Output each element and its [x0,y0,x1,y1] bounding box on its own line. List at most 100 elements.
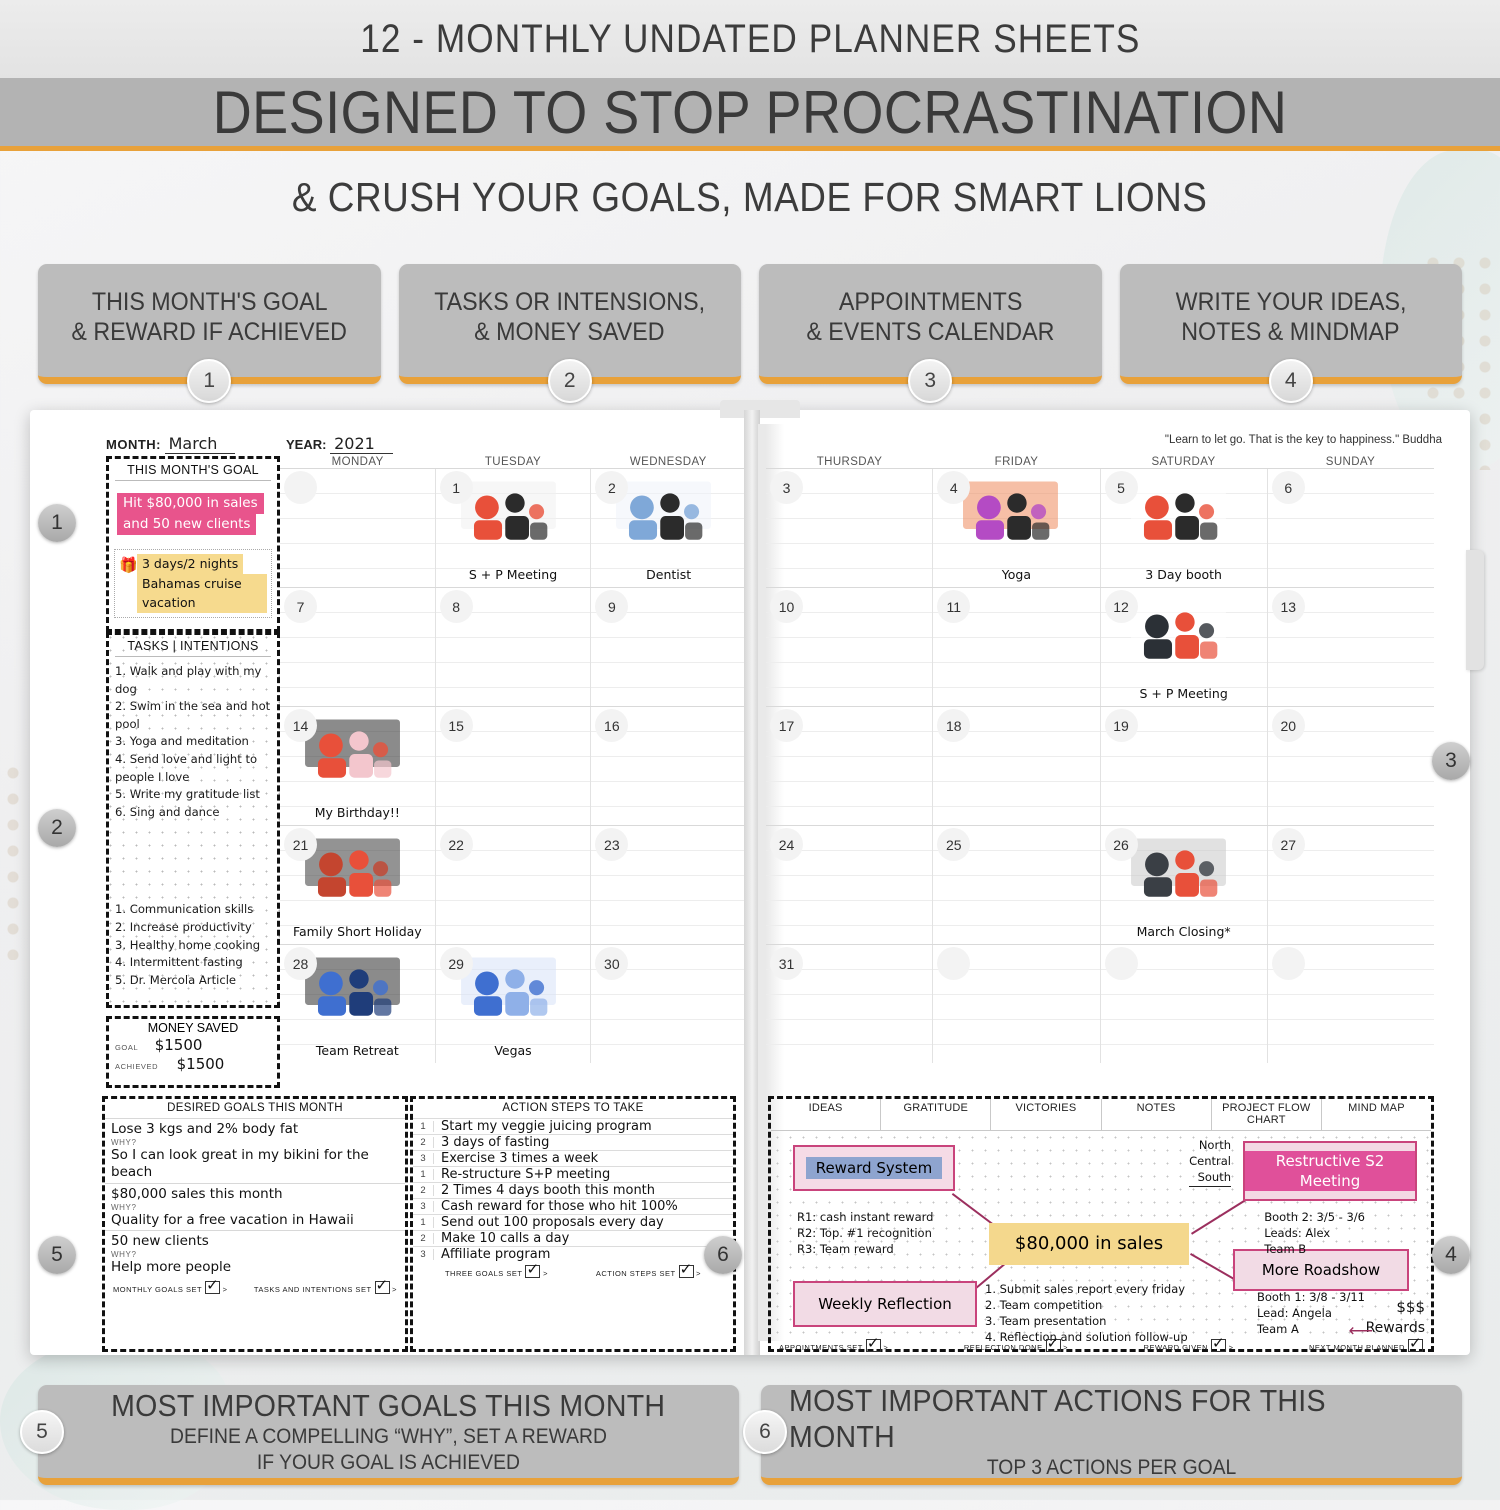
action-step-row[interactable]: 2 3 days of fasting [413,1134,733,1150]
checkbox-icon[interactable] [678,1260,694,1278]
calendar-day-cell[interactable] [1100,945,1268,1063]
calendar-day-cell[interactable]: 18 [933,707,1101,825]
checkbox-icon[interactable] [374,1276,390,1295]
mindmap-node-center-goal[interactable]: $80,000 in sales [989,1223,1189,1265]
checkbox-icon[interactable] [525,1260,541,1278]
tab-mind-map[interactable]: MIND MAP [1348,1102,1405,1114]
calendar-day-cell[interactable]: 14 My Birthday!! [280,707,436,825]
checkbox-icon[interactable] [1407,1334,1423,1352]
checkbox-icon[interactable] [865,1334,881,1352]
action-step-row[interactable]: 1 Re-structure S+P meeting [413,1166,733,1182]
day-header: SUNDAY [1325,456,1376,468]
calendar-day-cell[interactable]: 20 [1267,707,1434,825]
calendar-date-number: 23 [595,828,629,861]
family-illustration [286,832,419,908]
calendar-day-cell[interactable] [933,945,1101,1063]
action-step-row[interactable]: 3 Cash reward for those who hit 100% [413,1198,733,1214]
calendar-day-cell[interactable]: 5 3 Day booth [1100,469,1268,587]
calendar-date-number: 24 [770,828,803,861]
calendar-day-cell[interactable]: 28 Team Retreat [280,945,436,1063]
bottom-caption-5[interactable]: 5 MOST IMPORTANT GOALS THIS MONTH DEFINE… [20,1385,739,1485]
reward-given-check[interactable]: REWARD GIVEN > [1144,1334,1234,1352]
reflection-done-check[interactable]: REFLECTION DONE > [964,1334,1068,1352]
calendar-day-cell[interactable]: 29 Vegas [435,945,592,1063]
calendar-day-cell[interactable]: 12 S + P Meeting [1100,588,1268,706]
checkbox-icon[interactable] [1045,1334,1061,1352]
calendar-day-cell[interactable]: 15 [435,707,592,825]
feature-badge-2[interactable]: TASKS OR INTENSIONS, & MONEY SAVED 2 [398,264,741,403]
bottom-caption-6[interactable]: 6 MOST IMPORTANT ACTIONS FOR THIS MONTH … [743,1383,1462,1485]
mindmap-node-reward-system[interactable]: Reward System [793,1145,955,1191]
three-goals-set-check[interactable]: THREE GOALS SET > [445,1260,548,1278]
checkbox-icon[interactable] [1211,1334,1227,1352]
tab-ideas[interactable]: IDEAS [771,1099,882,1130]
feature-badge-3[interactable]: APPOINTMENTS & EVENTS CALENDAR 3 [759,264,1102,403]
mindmap-node-weekly-reflection[interactable]: Weekly Reflection [793,1281,977,1327]
calendar-event-label: Team Retreat [315,1043,399,1058]
calendar-day-cell[interactable]: 9 [591,588,747,706]
action-step-row[interactable]: 2 Make 10 calls a day [413,1230,733,1246]
this-months-goal-box[interactable]: THIS MONTH'S GOAL Hit $80,000 in sales a… [106,456,280,632]
restructive-label-2: Meeting [1245,1171,1415,1191]
action-step-row[interactable]: 2 2 Times 4 days booth this month [413,1182,733,1198]
calendar-week-row: 3 4 Yoga 5 3 Day booth 6 [766,468,1434,587]
action-step-row[interactable]: 1 Start my veggie juicing program [413,1118,733,1134]
calendar-day-cell[interactable]: 24 [766,826,934,944]
action-steps-box[interactable]: ACTION STEPS TO TAKE 1 Start my veggie ju… [410,1096,736,1352]
action-step-row[interactable]: 3 Affiliate program [413,1246,733,1262]
desired-goal-row[interactable]: 50 new clients WHY? Help more people [105,1230,405,1278]
calendar-day-cell[interactable]: 19 [1100,707,1268,825]
appointments-set-check[interactable]: APPOINTMENTS SET > [779,1334,888,1352]
calendar-day-cell[interactable]: 16 [591,707,747,825]
calendar-day-cell[interactable] [1267,945,1434,1063]
caption-number-5: 5 [20,1409,64,1454]
calendar-day-cell[interactable]: 30 [591,945,747,1063]
calendar-day-cell[interactable]: 25 [933,826,1101,944]
calendar-day-cell[interactable]: 17 [766,707,934,825]
action-step-row[interactable]: 1 Send out 100 proposals every day [413,1214,733,1230]
desired-goal-row[interactable]: $80,000 sales this month WHY? Quality for … [105,1182,405,1231]
center-item: 3. Team presentation [985,1314,1107,1329]
mindmap-node-restructive-meeting[interactable]: Restructive S2 Meeting [1243,1141,1417,1201]
tab-victories[interactable]: VICTORIES [991,1099,1102,1130]
calendar-day-cell[interactable]: 3 [766,469,934,587]
calendar-day-cell[interactable]: 31 [766,945,934,1063]
calendar-day-cell[interactable] [280,469,436,587]
calendar-day-cell[interactable]: 23 [591,826,747,944]
tab-project-flow-chart[interactable]: PROJECT FLOW CHART [1212,1099,1322,1130]
action-steps-set-check[interactable]: ACTION STEPS SET > [596,1260,701,1278]
desired-goals-box[interactable]: DESIRED GOALS THIS MONTH Lose 3 kgs and … [102,1096,408,1352]
calendar-date-number: 29 [439,947,473,980]
month-field[interactable]: MONTH: March [106,434,236,454]
money-saved-box[interactable]: MONEY SAVED GOAL $1500 ACHIEVED $1500 [106,1016,280,1088]
monthly-goals-set-check[interactable]: MONTHLY GOALS SET > [113,1276,228,1295]
calendar-day-cell[interactable]: 13 [1267,588,1434,706]
feature-badge-1[interactable]: THIS MONTH'S GOAL & REWARD IF ACHIEVED 1 [38,264,381,403]
next-month-planned-check[interactable]: NEXT MONTH PLANNED [1309,1334,1423,1352]
calendar-date-number: 13 [1271,590,1305,623]
calendar-day-cell[interactable]: 10 [766,588,934,706]
calendar-day-cell[interactable]: 2 Dentist [591,469,747,587]
calendar-day-cell[interactable]: 22 [435,826,592,944]
calendar-date-number: 18 [937,709,971,742]
tasks-intentions-box[interactable]: TASKS | INTENTIONS 1. Walk and play with… [106,632,280,1008]
desired-goal-row[interactable]: Lose 3 kgs and 2% body fat WHY? So I can l… [105,1118,405,1183]
calendar-day-cell[interactable]: 4 Yoga [933,469,1101,587]
feature-badge-4[interactable]: WRITE YOUR IDEAS, NOTES & MINDMAP 4 [1119,264,1462,403]
action-step-row[interactable]: 3 Exercise 3 times a week [413,1150,733,1166]
calendar-day-cell[interactable]: 6 [1267,469,1434,587]
calendar-day-cell[interactable]: 21 Family Short Holiday [280,826,436,944]
calendar-day-cell[interactable]: 8 [435,588,592,706]
checkbox-icon[interactable] [205,1276,221,1295]
tasks-intentions-set-check[interactable]: TASKS AND INTENTIONS SET > [254,1276,397,1295]
calendar-day-cell[interactable]: 27 [1267,826,1434,944]
calendar-day-cell[interactable]: 1 S + P Meeting [435,469,592,587]
calendar-day-cell[interactable]: 7 [280,588,436,706]
tab-notes[interactable]: NOTES [1102,1099,1212,1130]
calendar-day-cell[interactable]: 26 March Closing* [1100,826,1268,944]
mindmap-node-more-roadshow[interactable]: More Roadshow [1233,1249,1409,1291]
mindmap-box[interactable]: IDEAS GRATITUDE VICTORIES NOTES PROJECT … [768,1096,1434,1352]
calendar-day-cell[interactable]: 11 [933,588,1101,706]
tab-gratitude[interactable]: GRATITUDE [881,1099,992,1130]
year-field[interactable]: YEAR: 2021 [286,434,393,454]
